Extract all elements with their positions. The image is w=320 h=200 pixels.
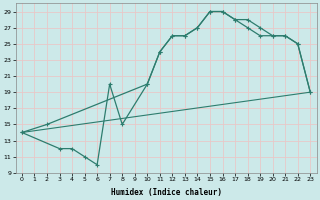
X-axis label: Humidex (Indice chaleur): Humidex (Indice chaleur) bbox=[111, 188, 221, 197]
